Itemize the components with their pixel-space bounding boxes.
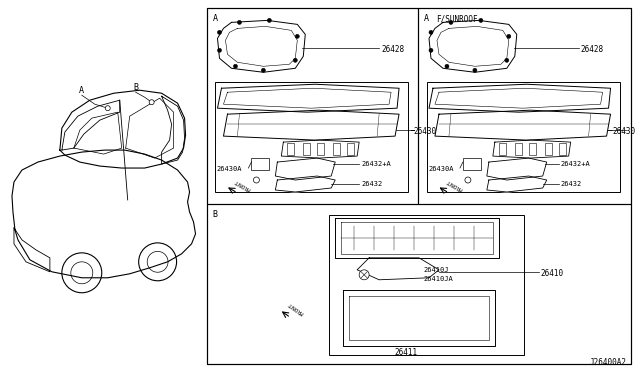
Circle shape xyxy=(479,18,483,22)
Bar xyxy=(463,158,481,170)
Polygon shape xyxy=(357,258,439,280)
Circle shape xyxy=(261,68,266,72)
Text: J26400A2: J26400A2 xyxy=(589,357,627,366)
Text: 26410JA: 26410JA xyxy=(423,276,452,282)
Circle shape xyxy=(218,48,221,52)
Circle shape xyxy=(445,64,449,68)
Text: 26410J: 26410J xyxy=(423,267,449,273)
Polygon shape xyxy=(12,150,196,278)
Circle shape xyxy=(293,58,298,62)
Polygon shape xyxy=(435,110,611,140)
Bar xyxy=(427,82,620,192)
Circle shape xyxy=(505,58,509,62)
Bar xyxy=(207,204,630,363)
Polygon shape xyxy=(493,140,571,158)
Text: A: A xyxy=(424,15,429,23)
Text: F/SUNROOF: F/SUNROOF xyxy=(436,15,477,23)
Text: 26428: 26428 xyxy=(381,45,404,54)
Polygon shape xyxy=(275,176,335,192)
Text: 26428: 26428 xyxy=(580,45,604,54)
Bar xyxy=(499,143,506,155)
Text: 26432: 26432 xyxy=(561,181,582,187)
Bar xyxy=(347,143,354,155)
Bar xyxy=(252,158,269,170)
Circle shape xyxy=(429,31,433,34)
Polygon shape xyxy=(487,176,547,192)
Text: 26430A: 26430A xyxy=(428,166,454,172)
Circle shape xyxy=(237,20,241,25)
Text: B: B xyxy=(133,83,138,92)
Text: 26430: 26430 xyxy=(612,127,636,136)
Circle shape xyxy=(149,100,154,105)
Circle shape xyxy=(105,106,110,111)
Polygon shape xyxy=(429,84,611,112)
Circle shape xyxy=(429,48,433,52)
Text: 26432+A: 26432+A xyxy=(361,161,391,167)
Bar xyxy=(545,143,552,155)
Circle shape xyxy=(507,34,511,38)
Text: FRONT: FRONT xyxy=(287,301,305,316)
Bar xyxy=(333,143,340,155)
Circle shape xyxy=(139,243,177,281)
Bar xyxy=(418,9,630,204)
Text: FRONT: FRONT xyxy=(445,178,464,192)
Polygon shape xyxy=(282,140,359,158)
Bar xyxy=(287,143,294,155)
Polygon shape xyxy=(429,20,516,72)
Circle shape xyxy=(218,31,221,34)
Bar xyxy=(317,143,324,155)
Text: 26430: 26430 xyxy=(413,127,436,136)
Bar xyxy=(207,9,418,204)
Polygon shape xyxy=(335,218,499,258)
Bar xyxy=(303,143,310,155)
Polygon shape xyxy=(218,20,305,72)
Circle shape xyxy=(359,270,369,280)
Circle shape xyxy=(62,253,102,293)
Circle shape xyxy=(268,18,271,22)
Bar xyxy=(207,9,630,363)
Circle shape xyxy=(473,68,477,72)
Polygon shape xyxy=(487,158,547,180)
Text: B: B xyxy=(212,210,218,219)
Bar xyxy=(216,82,408,192)
Bar xyxy=(515,143,522,155)
Text: FRONT: FRONT xyxy=(234,178,252,192)
Text: 26411: 26411 xyxy=(394,347,418,357)
Text: 26432: 26432 xyxy=(361,181,382,187)
Bar xyxy=(529,143,536,155)
Bar xyxy=(559,143,566,155)
Polygon shape xyxy=(223,110,399,140)
Polygon shape xyxy=(343,290,495,346)
Polygon shape xyxy=(60,90,186,168)
Circle shape xyxy=(449,20,453,25)
Bar xyxy=(329,215,524,355)
Text: 26410: 26410 xyxy=(541,269,564,278)
Circle shape xyxy=(234,64,237,68)
Text: 26430A: 26430A xyxy=(216,166,242,172)
Polygon shape xyxy=(218,84,399,112)
Text: 26432+A: 26432+A xyxy=(561,161,591,167)
Polygon shape xyxy=(275,158,335,180)
Text: A: A xyxy=(212,15,218,23)
Text: A: A xyxy=(79,86,84,95)
Circle shape xyxy=(295,34,300,38)
